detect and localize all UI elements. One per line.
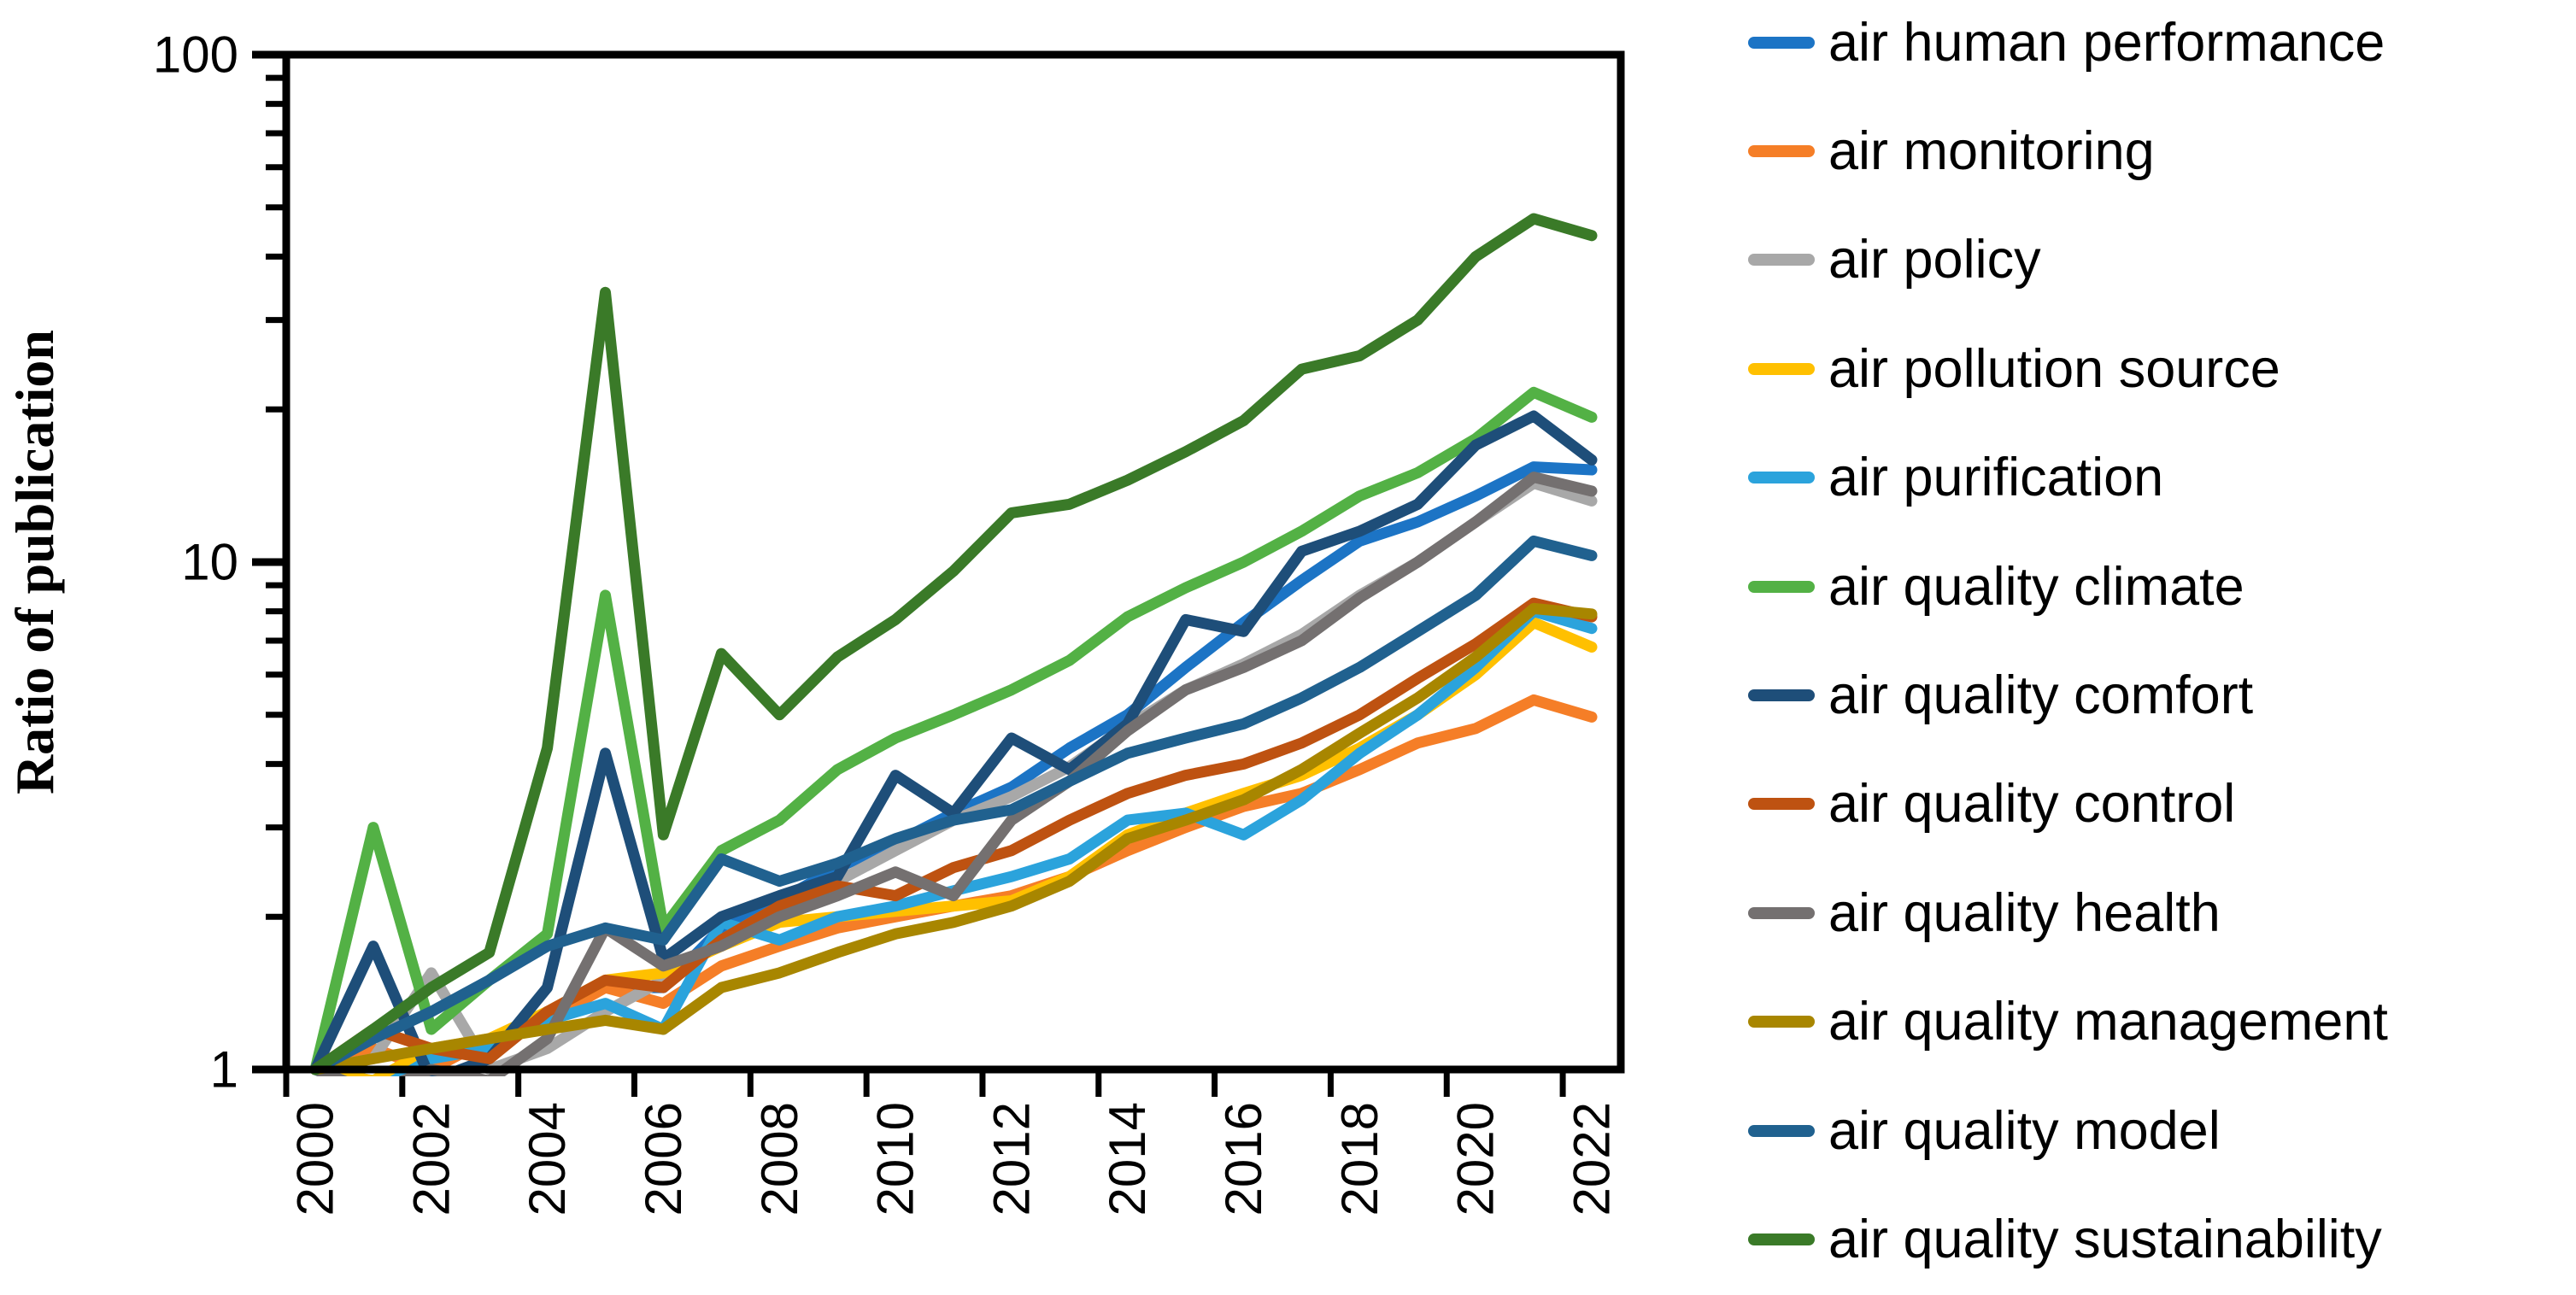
x-tick-label: 2000 — [286, 1102, 343, 1216]
series-line-air-quality-climate — [309, 386, 1598, 1075]
x-tick-label: 2022 — [1564, 1102, 1621, 1216]
legend-label: air quality climate — [1828, 556, 2244, 617]
series-line-air-quality-control — [309, 597, 1598, 1075]
axis-labels: 1 10 100 2000 2002 2004 2006 2008 2010 2012 2014 20… — [153, 26, 1621, 1216]
legend-swatch — [1748, 689, 1815, 702]
x-tick-label: 2006 — [635, 1102, 692, 1216]
x-tick-label: 2010 — [867, 1102, 924, 1216]
legend-swatch — [1748, 1124, 1815, 1137]
legend-item-air-human-performance: air human performance — [1748, 0, 2573, 97]
legend-label: air purification — [1828, 448, 2164, 508]
legend-label: air quality control — [1828, 774, 2236, 835]
legend-swatch — [1748, 1233, 1815, 1245]
legend-swatch — [1748, 906, 1815, 919]
plot-frame — [282, 50, 1625, 1074]
series-line-air-human-performance — [309, 461, 1598, 1076]
legend-swatch — [1748, 36, 1815, 49]
series-line-air-quality-health — [309, 472, 1598, 1076]
x-tick-label: 2008 — [751, 1102, 808, 1216]
axis-ticks — [252, 50, 1566, 1097]
legend-item-air-quality-model: air quality model — [1748, 1076, 2573, 1185]
legend-swatch — [1748, 472, 1815, 484]
series-line-air-quality-model — [309, 535, 1598, 1075]
x-tick-label: 2002 — [402, 1102, 460, 1216]
legend-item-air-quality-health: air quality health — [1748, 858, 2573, 967]
legend-item-air-quality-sustainability: air quality sustainability — [1748, 1185, 2573, 1293]
y-axis-title: Ratio of publication — [4, 330, 65, 794]
series-line-air-quality-comfort — [309, 410, 1598, 1076]
legend-item-air-purification: air purification — [1748, 424, 2573, 532]
legend-swatch — [1748, 1016, 1815, 1028]
legend-swatch — [1748, 362, 1815, 375]
legend-swatch — [1748, 145, 1815, 158]
x-tick-label: 2016 — [1215, 1102, 1272, 1216]
x-tick-label: 2014 — [1099, 1102, 1156, 1216]
legend-item-air-monitoring: air monitoring — [1748, 97, 2573, 205]
legend-item-air-quality-management: air quality management — [1748, 968, 2573, 1076]
legend-item-air-pollution-source: air pollution source — [1748, 314, 2573, 423]
y-tick-label: 10 — [181, 534, 238, 591]
chart-canvas: 1 10 100 2000 2002 2004 2006 2008 2010 2012 2014 20… — [4, 26, 1625, 1216]
legend-label: air quality model — [1828, 1100, 2221, 1161]
x-tick-label: 2012 — [983, 1102, 1040, 1216]
legend-label: air quality management — [1828, 992, 2388, 1052]
x-tick-label: 2004 — [519, 1102, 576, 1216]
legend-label: air pollution source — [1828, 338, 2280, 399]
chart-legend: air human performance air monitoring air p… — [1748, 0, 2573, 1294]
x-tick-label: 2018 — [1331, 1102, 1388, 1216]
y-tick-label: 1 — [210, 1041, 238, 1099]
legend-label: air quality sustainability — [1828, 1209, 2382, 1269]
legend-label: air quality health — [1828, 882, 2221, 943]
y-tick-label: 100 — [153, 26, 238, 84]
legend-label: air policy — [1828, 230, 2041, 290]
legend-item-air-quality-control: air quality control — [1748, 750, 2573, 858]
legend-item-air-quality-comfort: air quality comfort — [1748, 641, 2573, 749]
series-layer — [309, 213, 1598, 1076]
series-line-air-quality-sustainability — [309, 213, 1598, 1075]
legend-item-air-quality-climate: air quality climate — [1748, 532, 2573, 641]
legend-label: air human performance — [1828, 12, 2385, 73]
legend-item-air-policy: air policy — [1748, 206, 2573, 314]
legend-label: air quality comfort — [1828, 665, 2254, 726]
legend-swatch — [1748, 254, 1815, 267]
legend-swatch — [1748, 798, 1815, 811]
legend-swatch — [1748, 580, 1815, 593]
legend-label: air monitoring — [1828, 121, 2155, 182]
x-tick-label: 2020 — [1447, 1102, 1505, 1216]
line-chart: 1 10 100 2000 2002 2004 2006 2008 2010 2012 2014 20… — [4, 26, 1625, 1216]
series-line-air-quality-management — [309, 602, 1598, 1075]
